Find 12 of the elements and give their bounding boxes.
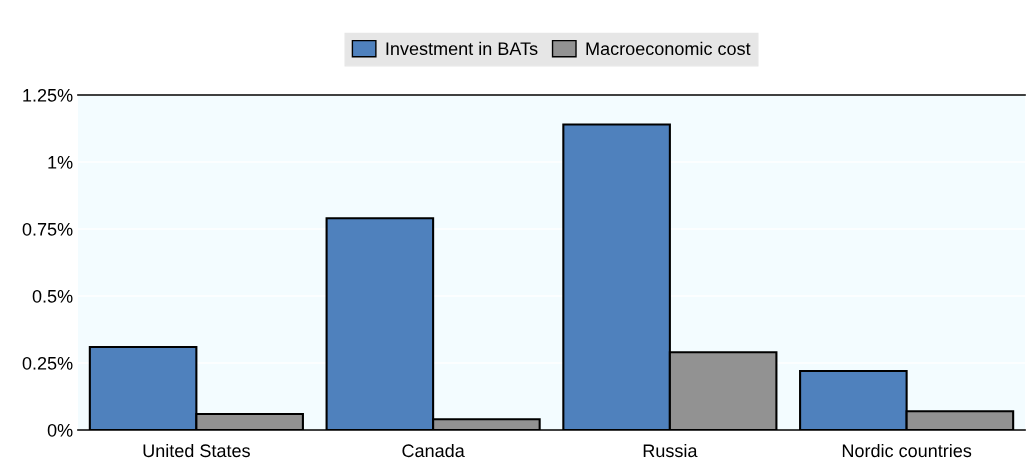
x-tick-label: Russia — [643, 443, 698, 458]
y-tick-label: 0.75% — [22, 222, 73, 236]
y-tick-label: 0.5% — [32, 289, 73, 303]
legend-label: Macroeconomic cost — [586, 41, 751, 56]
y-tick-label: 0.25% — [22, 356, 73, 370]
x-tick-label: Nordic countries — [842, 443, 972, 458]
legend-label: Investment in BATs — [386, 41, 538, 56]
x-tick-label: Canada — [402, 443, 465, 458]
y-tick-label: 1% — [48, 156, 73, 169]
y-tick-label: 1.25% — [23, 88, 73, 102]
y-tick-label: 0% — [47, 423, 73, 437]
x-tick-label: United States — [143, 443, 250, 458]
